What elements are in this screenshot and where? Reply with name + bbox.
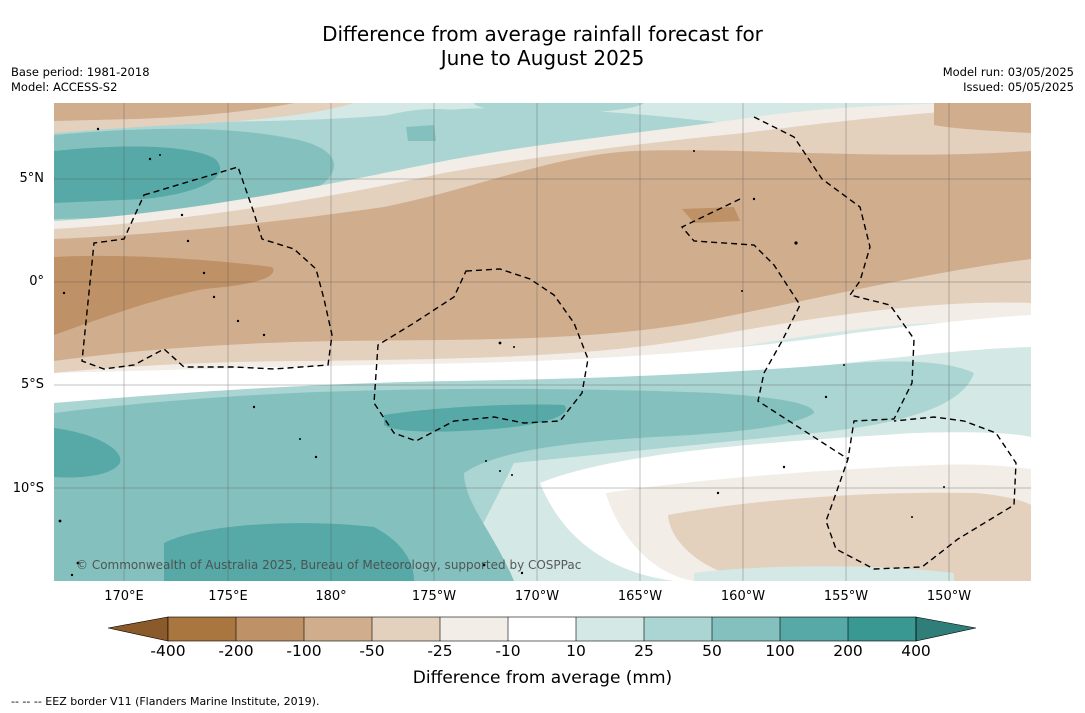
contour-south-dry-50 bbox=[668, 492, 1031, 581]
base-period-text: Base period: 1981-2018 bbox=[11, 65, 150, 79]
colorbar bbox=[107, 616, 978, 648]
copyright-text: © Commonwealth of Australia 2025, Bureau… bbox=[76, 558, 582, 572]
colorbar-tick: -50 bbox=[359, 642, 385, 660]
colorbar-tick: -100 bbox=[286, 642, 322, 660]
colorbar-svg bbox=[107, 616, 977, 642]
contour-neutral-band-south bbox=[54, 315, 1031, 403]
contour-south-wet-200b bbox=[384, 404, 566, 432]
colorbar-tick: 10 bbox=[566, 642, 586, 660]
contour-dry-100-patch bbox=[682, 207, 740, 223]
title-line-2: June to August 2025 bbox=[440, 46, 645, 70]
lon-label-170w: 170°W bbox=[514, 589, 560, 604]
lon-label-160w: 160°W bbox=[720, 589, 766, 604]
chart-title: Difference from average rainfall forecas… bbox=[0, 22, 1085, 70]
colorbar-tick: 100 bbox=[765, 642, 795, 660]
contour-south-wet-200c bbox=[164, 523, 414, 581]
colorbar-tick: -200 bbox=[218, 642, 254, 660]
lon-label-170e: 170°E bbox=[104, 589, 144, 604]
colorbar-outline bbox=[167, 616, 917, 642]
rainfall-map bbox=[54, 103, 1031, 581]
lon-label-165w: 165°W bbox=[617, 589, 663, 604]
colorbar-tick: 25 bbox=[634, 642, 654, 660]
contour-top-left-dry-inner bbox=[54, 103, 294, 121]
contour-north-wet-patch-inner bbox=[406, 125, 436, 141]
islands bbox=[58, 127, 945, 577]
eez-howland-baker bbox=[373, 268, 589, 442]
lon-label-150w: 150°W bbox=[926, 589, 972, 604]
contour-top-right-dry bbox=[934, 103, 1031, 133]
map-canvas bbox=[54, 103, 1031, 581]
colorbar-tick: 50 bbox=[702, 642, 722, 660]
lon-label-155w: 155°W bbox=[823, 589, 869, 604]
colorbar-extend-low bbox=[107, 616, 169, 642]
colorbar-bin-2 bbox=[236, 617, 304, 641]
contour-dry-50 bbox=[54, 150, 1031, 361]
colorbar-bin-8 bbox=[644, 617, 712, 641]
lon-label-175w: 175°W bbox=[411, 589, 457, 604]
colorbar-tick: -10 bbox=[495, 642, 521, 660]
contour-north-wet-top bbox=[474, 103, 644, 114]
contour-south-light-wet bbox=[694, 566, 954, 581]
colorbar-tick: 400 bbox=[901, 642, 931, 660]
colorbar-bin-3 bbox=[304, 617, 372, 641]
contour-south-wet-200a bbox=[54, 428, 121, 478]
colorbar-tick: -400 bbox=[150, 642, 186, 660]
colorbar-extend-high bbox=[915, 616, 977, 642]
colorbar-dividers bbox=[235, 617, 849, 641]
colorbar-bin-7 bbox=[576, 617, 644, 641]
lat-label-0: 0° bbox=[29, 274, 44, 289]
title-line-1: Difference from average rainfall forecas… bbox=[322, 22, 763, 46]
colorbar-bin-10 bbox=[780, 617, 848, 641]
colorbar-bin-4 bbox=[372, 617, 440, 641]
eez-borders bbox=[81, 116, 1017, 570]
contour-dry-100 bbox=[54, 255, 274, 335]
model-run-text: Model run: 03/05/2025 bbox=[942, 65, 1074, 79]
colorbar-bin-11 bbox=[848, 617, 916, 641]
colorbar-bin-5 bbox=[440, 617, 508, 641]
meta-right: Model run: 03/05/2025 Issued: 05/05/2025 bbox=[943, 65, 1074, 95]
contour-north-wet-100 bbox=[54, 146, 221, 203]
lon-label-175e: 175°E bbox=[208, 589, 248, 604]
colorbar-bin-9 bbox=[712, 617, 780, 641]
eez-boundary-lines bbox=[680, 198, 849, 460]
meta-left: Base period: 1981-2018 Model: ACCESS-S2 bbox=[11, 65, 150, 95]
colorbar-label: Difference from average (mm) bbox=[412, 668, 673, 688]
lat-label-5n: 5°N bbox=[19, 171, 45, 186]
eez-kiribati-gilbert bbox=[81, 166, 333, 370]
colorbar-bin-1 bbox=[168, 617, 236, 641]
lon-label-180: 180° bbox=[315, 589, 347, 604]
eez-legend-note: -- -- -- EEZ border V11 (Flanders Marine… bbox=[11, 695, 320, 708]
lat-label-5s: 5°S bbox=[20, 377, 44, 392]
colorbar-tick: 200 bbox=[833, 642, 863, 660]
issued-text: Issued: 05/05/2025 bbox=[963, 80, 1074, 94]
eez-kiribati-line bbox=[753, 116, 1017, 570]
colorbar-bin-6 bbox=[508, 617, 576, 641]
colorbar-tick: -25 bbox=[427, 642, 453, 660]
model-text: Model: ACCESS-S2 bbox=[11, 80, 118, 94]
lat-label-10s: 10°S bbox=[12, 481, 44, 496]
